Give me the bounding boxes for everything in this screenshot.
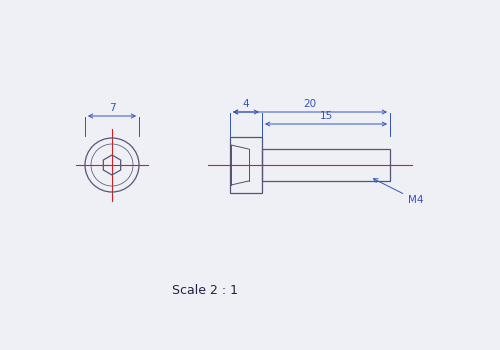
Text: 4: 4 bbox=[242, 99, 250, 109]
Text: 20: 20 bbox=[304, 99, 316, 109]
Text: M4: M4 bbox=[374, 179, 424, 205]
Text: 15: 15 bbox=[320, 111, 332, 121]
Text: Scale 2 : 1: Scale 2 : 1 bbox=[172, 284, 238, 296]
Bar bbox=[262, 149, 390, 181]
Bar bbox=[230, 137, 262, 193]
Text: 7: 7 bbox=[108, 103, 116, 113]
